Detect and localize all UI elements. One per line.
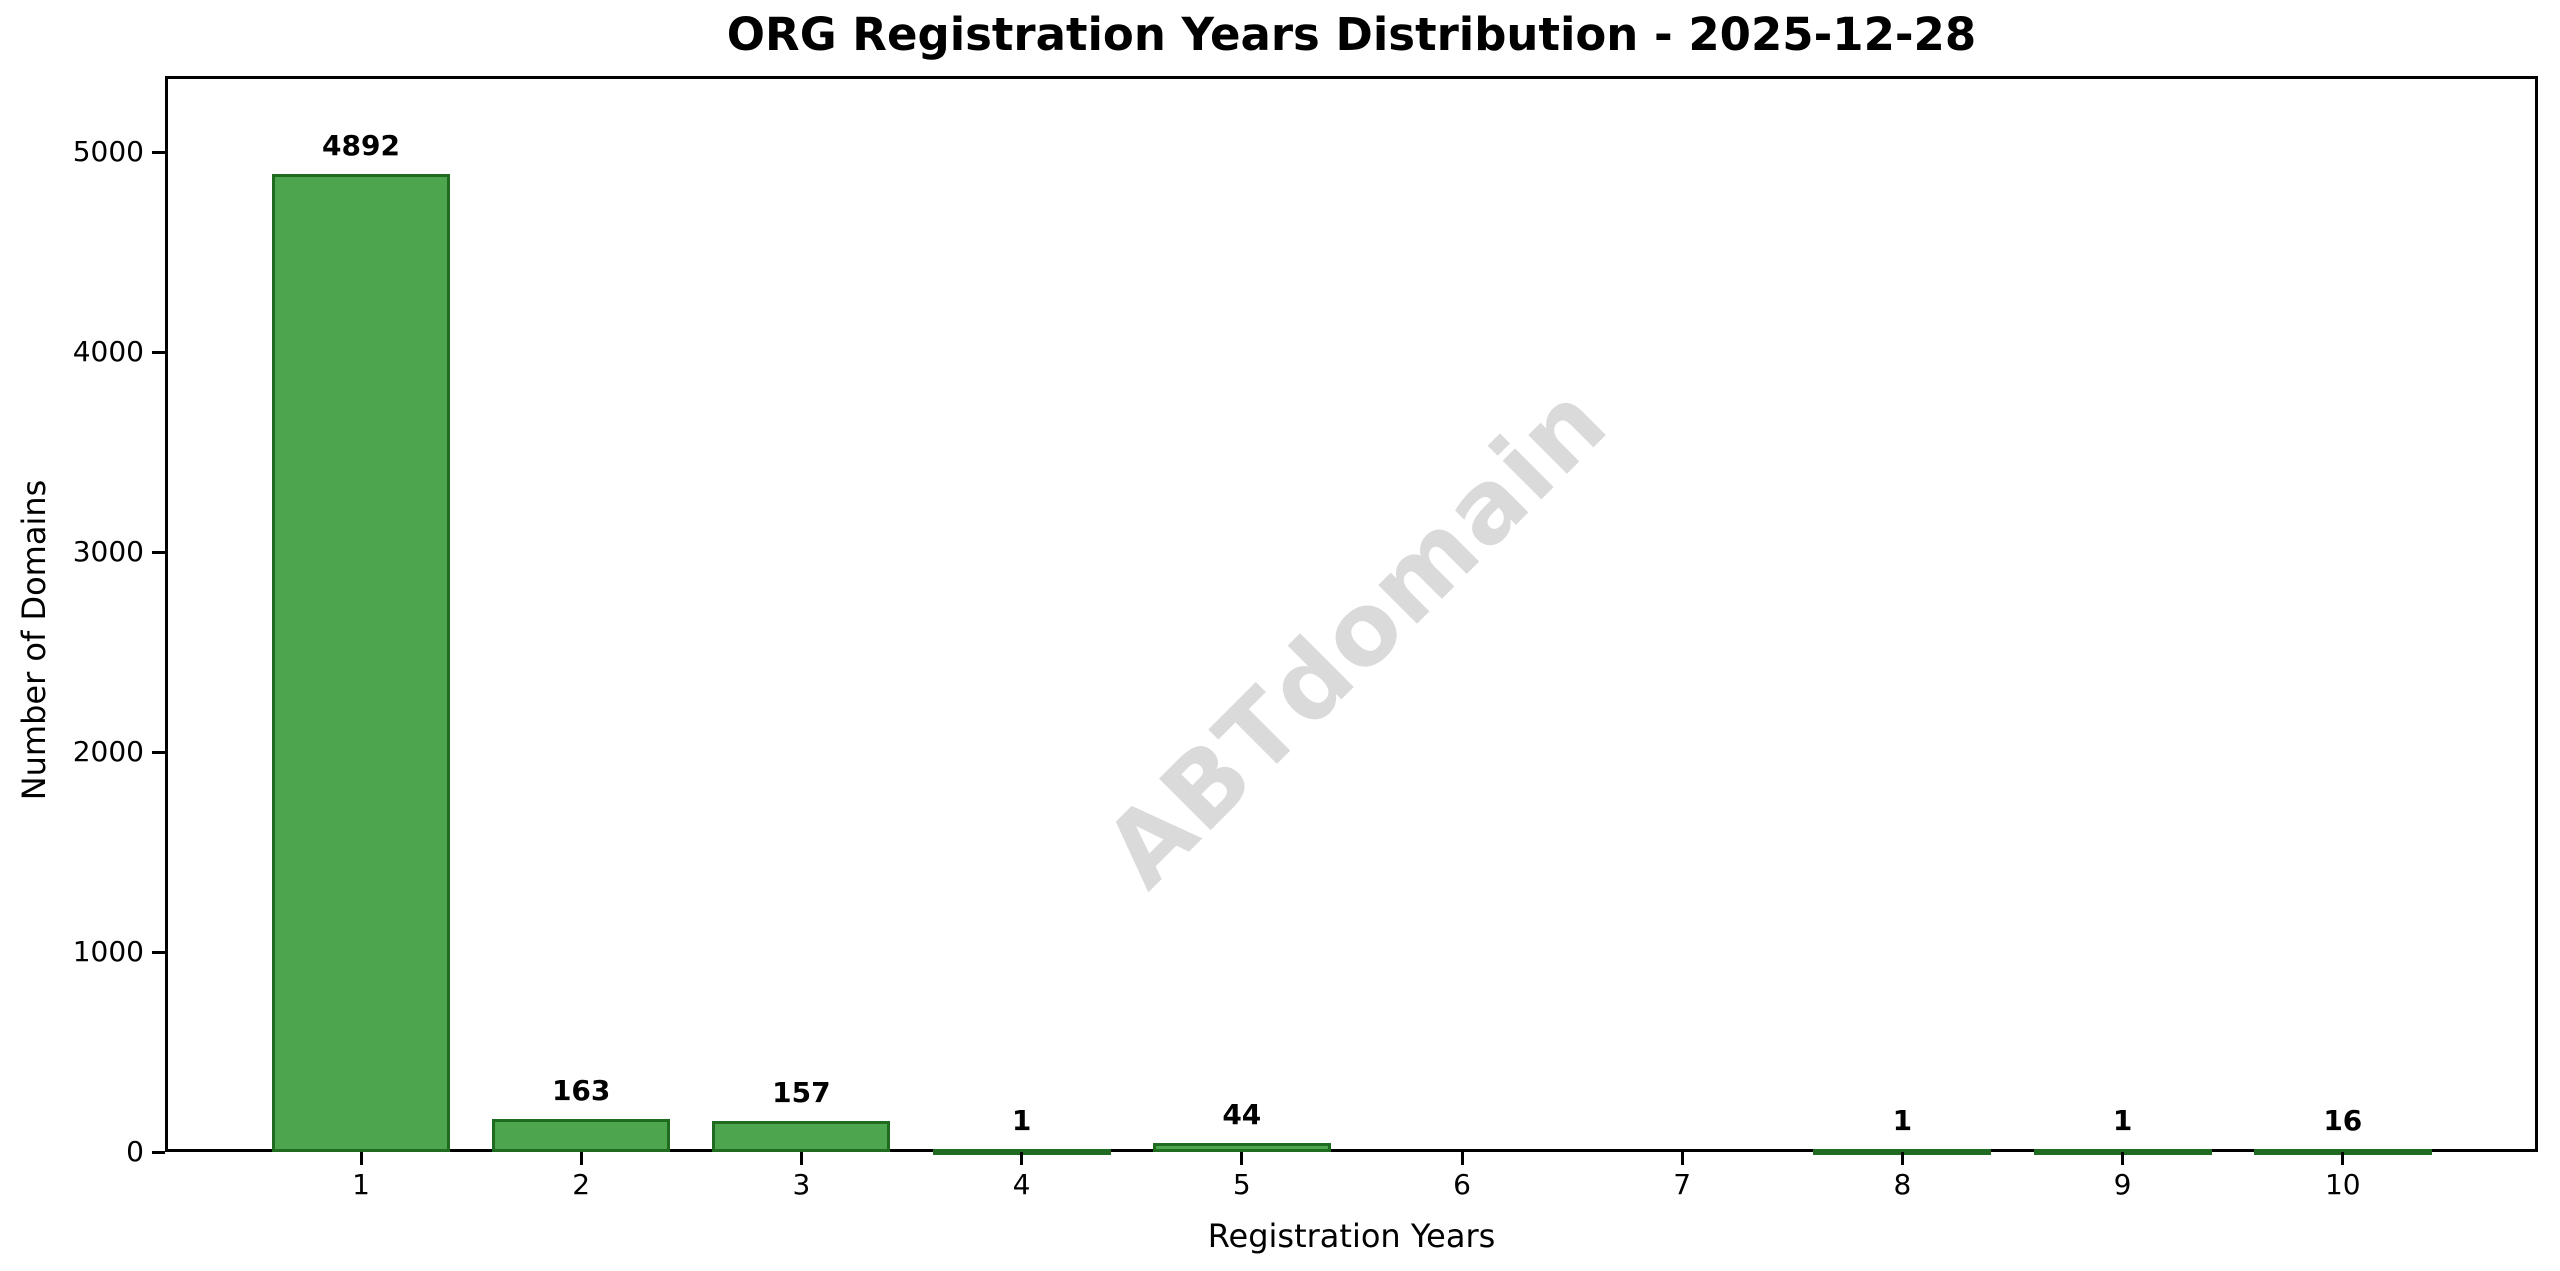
x-axis-label: Registration Years: [1207, 1217, 1496, 1255]
bar: [712, 1121, 891, 1152]
y-tick: [152, 350, 165, 354]
bar: [272, 174, 450, 1152]
y-tick: [152, 550, 165, 554]
x-tick: [1680, 1152, 1684, 1165]
x-tick: [1240, 1152, 1244, 1165]
x-tick: [359, 1152, 363, 1165]
bar-value-label: 44: [1222, 1098, 1262, 1131]
x-tick: [1460, 1152, 1464, 1165]
x-tick-label: 7: [1673, 1168, 1692, 1201]
bar: [492, 1119, 671, 1152]
x-tick: [1020, 1152, 1024, 1165]
y-tick-label: 2000: [72, 735, 144, 768]
y-tick-label: 3000: [72, 535, 144, 568]
y-tick: [152, 1150, 165, 1154]
x-tick-label: 2: [572, 1168, 591, 1201]
x-tick: [2341, 1152, 2345, 1165]
x-tick-label: 6: [1453, 1168, 1471, 1201]
bar-value-label: 1: [1892, 1104, 1913, 1137]
x-tick-label: 1: [352, 1168, 370, 1201]
x-tick: [799, 1152, 803, 1165]
x-tick-label: 10: [2324, 1168, 2361, 1201]
y-tick-label: 0: [126, 1135, 144, 1168]
bar-value-label: 163: [551, 1074, 611, 1107]
y-tick-label: 5000: [72, 135, 144, 168]
y-tick: [152, 150, 165, 154]
bar-value-label: 4892: [322, 129, 400, 162]
bar-value-label: 16: [2323, 1104, 2363, 1137]
x-tick-label: 9: [2113, 1168, 2132, 1201]
y-tick: [152, 750, 165, 754]
chart-title: ORG Registration Years Distribution - 20…: [726, 8, 1977, 61]
x-tick-label: 8: [1893, 1168, 1912, 1201]
bar-value-label: 1: [2112, 1104, 2133, 1137]
x-tick: [1900, 1152, 1904, 1165]
y-tick: [152, 950, 165, 954]
y-tick-label: 4000: [72, 335, 144, 368]
bar: [1152, 1143, 1331, 1152]
y-axis-label: Number of Domains: [15, 479, 53, 801]
x-tick: [2121, 1152, 2125, 1165]
x-tick-label: 4: [1012, 1168, 1031, 1201]
bar-value-label: 157: [772, 1076, 831, 1109]
y-tick-label: 1000: [72, 935, 144, 968]
x-tick-label: 5: [1232, 1168, 1251, 1201]
x-tick: [579, 1152, 583, 1165]
x-tick-label: 3: [792, 1168, 811, 1201]
plot-area: [165, 76, 2538, 1152]
bar-value-label: 1: [1011, 1104, 1032, 1137]
